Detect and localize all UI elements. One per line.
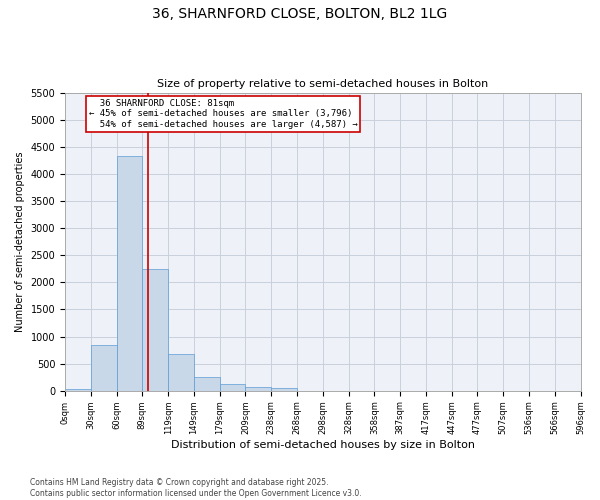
- Bar: [142, 270, 168, 390]
- Title: Size of property relative to semi-detached houses in Bolton: Size of property relative to semi-detach…: [157, 79, 488, 89]
- Bar: [65, 389, 91, 390]
- Bar: [194, 377, 220, 390]
- Bar: [168, 354, 194, 391]
- Y-axis label: Number of semi-detached properties: Number of semi-detached properties: [15, 152, 25, 332]
- Text: 36 SHARNFORD CLOSE: 81sqm
← 45% of semi-detached houses are smaller (3,796)
  54: 36 SHARNFORD CLOSE: 81sqm ← 45% of semi-…: [89, 99, 358, 129]
- Bar: [220, 384, 245, 390]
- Bar: [271, 388, 297, 390]
- Text: Contains HM Land Registry data © Crown copyright and database right 2025.
Contai: Contains HM Land Registry data © Crown c…: [30, 478, 362, 498]
- Bar: [245, 387, 271, 390]
- Bar: [91, 344, 116, 391]
- Text: 36, SHARNFORD CLOSE, BOLTON, BL2 1LG: 36, SHARNFORD CLOSE, BOLTON, BL2 1LG: [152, 8, 448, 22]
- X-axis label: Distribution of semi-detached houses by size in Bolton: Distribution of semi-detached houses by …: [171, 440, 475, 450]
- Bar: [116, 156, 142, 390]
